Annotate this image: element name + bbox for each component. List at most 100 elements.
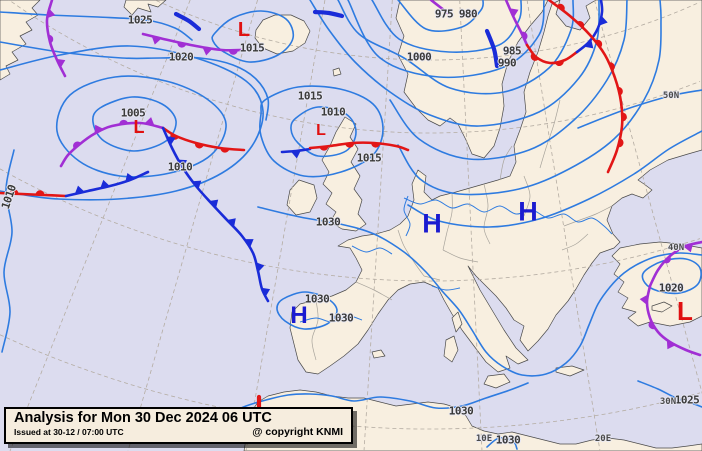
cold-front-triangle — [166, 136, 176, 146]
cold-front-triangle — [144, 117, 155, 126]
cold-front-triangle — [151, 36, 162, 45]
country-border — [561, 233, 589, 251]
isobar-line — [397, 0, 484, 32]
cold-front — [575, 0, 604, 54]
warm-front-semicircle — [194, 142, 204, 149]
cold-front-triangle — [244, 239, 254, 248]
isobar-line — [276, 291, 338, 330]
cold-front-triangle — [256, 262, 265, 272]
isobar-line — [290, 106, 357, 158]
warm-front-semicircle — [177, 42, 187, 48]
cold-front-triangle — [125, 173, 135, 182]
cold-front-triangle — [94, 124, 104, 134]
isobar-line — [1, 149, 15, 353]
country-border — [397, 229, 425, 277]
land-crete — [555, 365, 585, 377]
warm-front-semicircle — [319, 146, 329, 151]
land-mainland-europe — [289, 0, 702, 375]
cold-front-triangle — [227, 218, 236, 228]
warm-front-semicircle — [48, 34, 54, 44]
isobar-line — [407, 130, 702, 228]
warm-front-semicircle — [622, 112, 627, 122]
meridian-line — [9, 0, 191, 451]
isobar-line — [227, 382, 529, 415]
warm-front-semicircle — [371, 142, 381, 148]
cold-front-triangle — [46, 8, 56, 19]
warm-front-semicircle — [609, 62, 615, 71]
land-north-africa — [243, 389, 702, 451]
warm-front-semicircle — [576, 21, 585, 29]
warm-front — [308, 141, 410, 152]
occluded-front — [141, 32, 246, 52]
analysis-title: Analysis for Mon 30 Dec 2024 06 UTC — [14, 410, 272, 426]
isobar-line — [92, 96, 177, 152]
isobar-line — [577, 89, 702, 129]
country-border — [311, 299, 319, 361]
warm-front-semicircle — [35, 190, 45, 195]
warm-front — [161, 126, 246, 152]
cold-front-triangle — [56, 58, 66, 68]
cold-front — [64, 170, 150, 198]
warm-front — [525, 43, 579, 65]
meridian-line — [459, 0, 483, 451]
country-border — [539, 99, 561, 169]
isobar-line — [0, 41, 270, 121]
isobar-line — [309, 0, 600, 127]
front-layer — [0, 0, 702, 415]
occluded-front — [429, 0, 450, 15]
warm-front-semicircle — [220, 148, 230, 153]
cold-front-triangle — [584, 39, 594, 49]
land-greenland-east-coast — [123, 0, 167, 16]
isobar-line — [347, 0, 545, 79]
cold-front-triangle — [639, 294, 648, 305]
land-balearics — [371, 349, 386, 359]
occluded-front — [59, 121, 165, 168]
river — [351, 245, 393, 255]
warm-front-semicircle — [119, 119, 129, 125]
cold-front-triangle — [192, 180, 202, 190]
land-cyprus — [651, 301, 673, 313]
country-border — [442, 249, 479, 263]
warm-front-semicircle — [521, 31, 528, 41]
isobar-line — [397, 0, 662, 196]
cold-front-triangle — [666, 340, 676, 350]
cold-front-triangle — [178, 159, 187, 169]
bar-front — [173, 11, 202, 32]
parallel-line — [154, 0, 701, 61]
isobar-line — [0, 11, 193, 41]
warm-front-semicircle — [556, 3, 565, 11]
country-border — [442, 191, 453, 251]
land-faroe — [332, 67, 342, 77]
country-border — [499, 145, 513, 181]
meridian-line — [245, 0, 326, 451]
river — [403, 195, 411, 237]
warm-front-semicircle — [9, 189, 19, 194]
occluded-front — [504, 0, 529, 47]
copyright-notice: @ copyright KNMI — [252, 426, 343, 438]
cold-front-triangle — [683, 243, 694, 253]
isobar-line — [259, 85, 384, 178]
land-ireland — [286, 179, 318, 216]
issued-timestamp: Issued at 30-12 / 07:00 UTC — [14, 427, 124, 437]
warm-front-semicircle — [595, 39, 603, 48]
river — [403, 197, 613, 235]
country-border — [563, 205, 613, 227]
cold-front-triangle — [202, 47, 213, 56]
land-sardinia — [443, 335, 459, 363]
warm-front-semicircle — [345, 142, 355, 148]
cold-front-triangle — [261, 287, 271, 297]
analysis-info-box: Analysis for Mon 30 Dec 2024 06 UTC Issu… — [4, 407, 353, 444]
bar-front — [312, 9, 345, 19]
land-corsica — [451, 311, 463, 333]
isobar-line — [257, 206, 702, 377]
meridian-line — [363, 0, 393, 451]
warm-front-semicircle — [555, 60, 564, 67]
land-sicily — [483, 373, 511, 389]
river — [431, 285, 461, 291]
parallel-line — [0, 334, 701, 430]
cold-front-triangle — [599, 15, 608, 26]
